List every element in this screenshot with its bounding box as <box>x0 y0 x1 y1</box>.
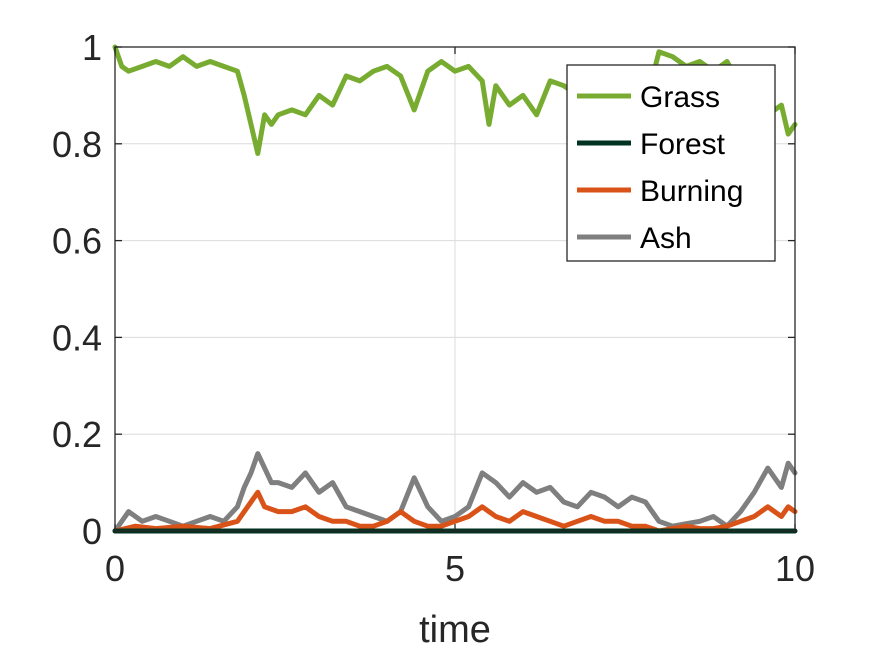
y-tick-label: 0.4 <box>52 317 102 358</box>
y-tick-label: 0 <box>82 511 102 552</box>
y-tick-label: 0.8 <box>52 124 102 165</box>
axis-ticks: 00.20.40.60.810 5 10 <box>52 27 815 589</box>
y-tick-label: 1 <box>82 27 102 68</box>
x-tick-label: 0 <box>105 548 125 589</box>
legend-label: Burning <box>640 175 743 208</box>
y-tick-label: 0.6 <box>52 221 102 262</box>
y-tick-label: 0.2 <box>52 414 102 455</box>
legend-label: Ash <box>640 222 692 255</box>
legend-label: Forest <box>640 128 726 161</box>
x-tick-label: 5 <box>445 548 465 589</box>
legend: Grass Forest Burning Ash <box>566 64 776 262</box>
x-axis-label: time <box>419 609 491 651</box>
series-line-grass <box>112 44 798 156</box>
x-tick-label: 10 <box>775 548 815 589</box>
legend-label: Grass <box>640 81 720 114</box>
